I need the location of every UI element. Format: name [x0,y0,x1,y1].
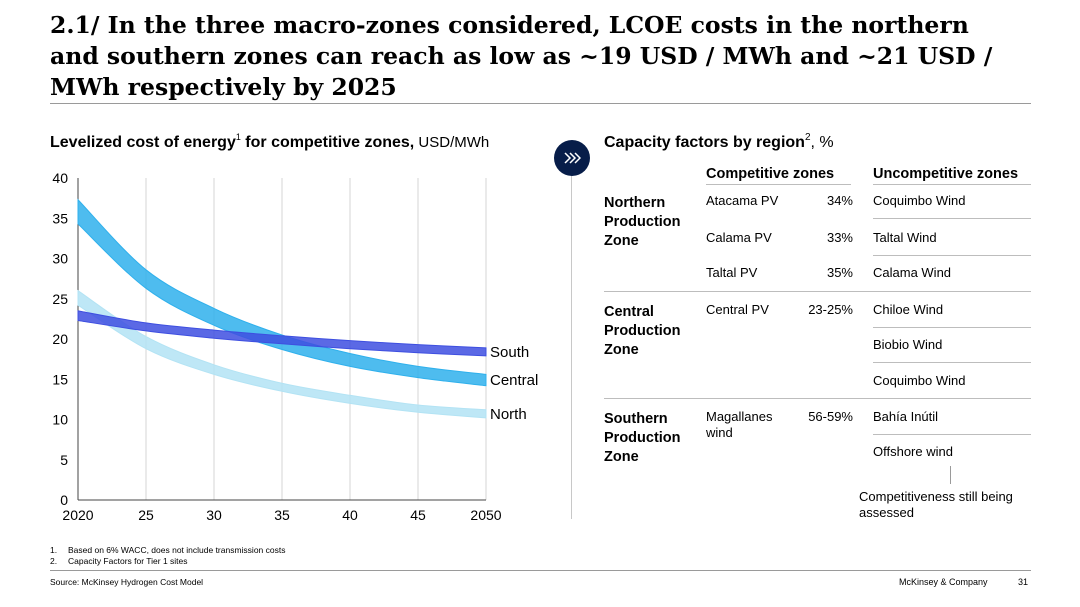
header-underline-uncompetitive [873,184,1031,185]
footnote-1-text: Based on 6% WACC, does not include trans… [68,545,286,555]
unc-bahia-inutil: Bahía Inútil [873,409,939,424]
series-band-north [77,289,487,419]
footnote-1: 1. Based on 6% WACC, does not include tra… [50,545,285,555]
footnote-1-number: 1. [50,545,58,555]
unc-chiloe-wind: Chiloe Wind [873,302,944,317]
row-rule [873,327,1031,328]
footnote-2: 2. Capacity Factors for Tier 1 sites [50,556,188,566]
chart-title-rest: for competitive zones, [240,134,415,151]
series-label-south: South [490,344,529,361]
series-label-central: Central [490,372,538,389]
chart-title-main: Levelized cost of energy [50,134,236,151]
double-chevron-right-icon [554,140,590,176]
row-rule [873,218,1031,219]
series-band-south [77,310,487,357]
x-tick-label: 40 [342,507,358,523]
y-tick-label: 10 [52,412,68,428]
row-rule [873,255,1031,256]
pct-atacama-pv: 34% [826,193,853,208]
chart-title: Levelized cost of energy1 for competitiv… [50,132,490,152]
page-headline: 2.1/ In the three macro-zones considered… [50,11,993,101]
y-tick-label: 15 [52,371,68,387]
y-tick-label: 20 [52,331,68,347]
header-rule [50,103,1031,104]
capacity-title-footnote-ref: 2 [804,132,811,143]
site-taltal-pv: Taltal PV [706,265,758,280]
x-tick-label: 35 [274,507,290,523]
company-name: McKinsey & Company [899,577,988,587]
lcoe-chart: 0 5 10 15 20 25 30 35 40 2020 25 30 35 40 45 2050 North C… [52,170,538,523]
x-tick-label: 30 [206,507,222,523]
site-atacama-pv: Atacama PV [706,193,779,208]
y-tick-label: 5 [60,452,68,468]
column-header-uncompetitive: Uncompetitive zones [873,166,1019,182]
unc-coquimbo-wind: Coquimbo Wind [873,193,966,208]
site-calama-pv: Calama PV [706,230,772,245]
x-tick-label: 25 [138,507,154,523]
unc-calama-wind: Calama Wind [873,265,952,280]
competitiveness-note: Competitiveness still being assessed [859,489,1013,520]
double-chevron-glyph [564,152,581,164]
capacity-title: Capacity factors by region2, % [604,132,834,152]
zone-label-northern: Northern Production Zone [604,195,681,249]
header-underline-competitive [706,184,851,185]
site-central-pv: Central PV [706,302,769,317]
zone-separator [604,291,1031,292]
footnote-2-number: 2. [50,556,58,566]
chart-title-footnote-ref: 1 [235,132,241,142]
pct-central-pv: 23-25% [808,302,853,317]
x-tick-label: 2050 [470,507,501,523]
section-divider [571,165,572,519]
y-tick-label: 35 [52,210,68,226]
y-tick-label: 25 [52,291,68,307]
capacity-title-unit: , % [810,134,834,151]
page-number: 31 [1018,577,1029,587]
unc-coquimbo-wind-central: Coquimbo Wind [873,373,966,388]
row-rule [873,434,1031,435]
unc-taltal-wind: Taltal Wind [873,230,937,245]
y-tick-label: 40 [52,170,68,186]
column-header-competitive: Competitive zones [706,166,835,182]
x-tick-label: 2020 [62,507,93,523]
capacity-title-main: Capacity factors by region [604,134,805,151]
y-tick-label: 30 [52,251,68,267]
pct-taltal-pv: 35% [826,265,853,280]
series-band-central [77,198,487,387]
chart-title-unit: USD/MWh [414,134,490,151]
note-pointer [950,466,951,484]
unc-offshore-wind: Offshore wind [873,444,953,459]
y-tick-label: 0 [60,492,68,508]
zone-label-southern: Southern Production Zone [604,411,681,465]
row-rule [873,362,1031,363]
pct-calama-pv: 33% [826,230,853,245]
zone-separator [604,398,1031,399]
pct-magallanes-wind: 56-59% [808,409,853,424]
footnote-2-text: Capacity Factors for Tier 1 sites [68,556,188,566]
source-line: Source: McKinsey Hydrogen Cost Model [50,577,204,587]
footer-rule [50,570,1031,571]
unc-biobio-wind: Biobio Wind [873,337,943,352]
x-tick-label: 45 [410,507,426,523]
site-magallanes-wind: Magallanes wind [706,409,773,440]
zone-label-central: Central Production Zone [604,304,681,358]
series-label-north: North [490,406,527,423]
